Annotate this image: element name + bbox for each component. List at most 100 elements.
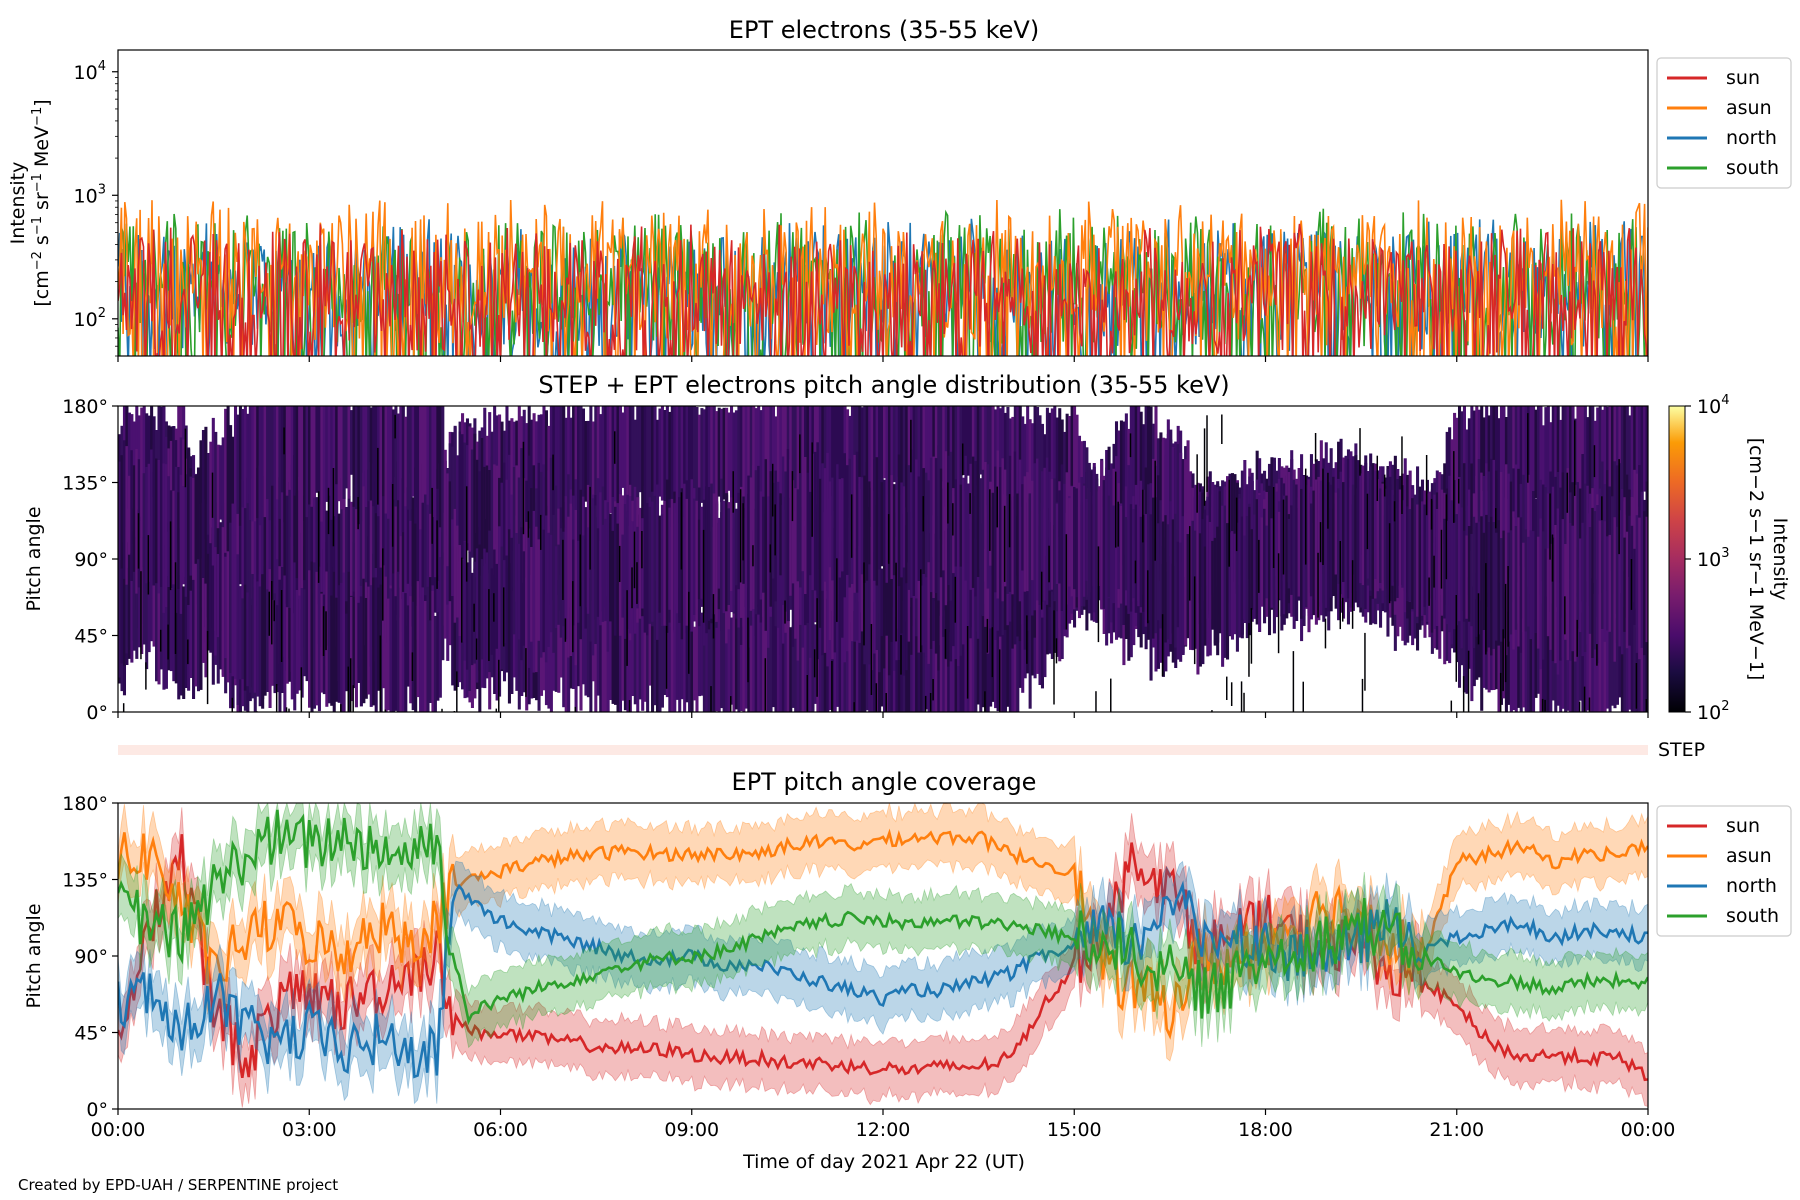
- pad-bin: [1425, 493, 1429, 622]
- pad-bin: [419, 597, 423, 712]
- pad-bin: [120, 560, 124, 664]
- pad-bin: [616, 583, 620, 712]
- pad-bin: [1156, 523, 1160, 621]
- pad-bin: [266, 589, 270, 692]
- pad-bin: [1480, 516, 1484, 659]
- pad-bin: [177, 406, 181, 528]
- pad-bin-dark: [357, 497, 359, 530]
- pad-bin: [478, 544, 482, 671]
- pad-bin: [806, 472, 810, 581]
- pad-bin: [1147, 504, 1151, 621]
- pad-bin: [475, 459, 479, 561]
- pad-bin: [1625, 617, 1629, 712]
- pad-bin: [1623, 497, 1627, 572]
- pad-bin: [1610, 406, 1615, 523]
- intensity-title: EPT electrons (35-55 keV): [729, 16, 1039, 44]
- pad-bin: [1075, 414, 1079, 545]
- pad-bin-dark: [379, 635, 382, 712]
- pad-bin: [579, 406, 583, 531]
- pad-bin: [241, 479, 245, 607]
- pad-bin: [238, 406, 242, 526]
- pad-bin: [537, 462, 541, 596]
- pad-bin: [705, 589, 709, 712]
- pad-bin: [490, 568, 494, 655]
- pad-bin: [885, 406, 889, 508]
- pad-bin: [1608, 534, 1612, 632]
- pad-bin: [293, 406, 297, 496]
- pad-bin: [939, 539, 943, 646]
- pad-bin: [389, 406, 393, 516]
- pad-bin: [1638, 627, 1642, 712]
- pad-bin: [577, 603, 581, 687]
- pad-bin-dark: [184, 428, 187, 488]
- pad-bin-dark: [836, 558, 838, 622]
- pad-bin: [1396, 479, 1400, 598]
- pad-bin: [799, 472, 803, 588]
- pad-bin: [658, 408, 662, 497]
- pad-bin: [300, 588, 304, 698]
- pad-bin: [1147, 406, 1151, 527]
- pad-bin: [823, 512, 827, 653]
- pad-bin: [744, 599, 748, 709]
- pad-bin: [801, 515, 805, 648]
- pad-bin: [394, 406, 398, 507]
- pad-bin-dark: [1618, 459, 1620, 555]
- pad-bin: [786, 597, 790, 712]
- pad-bin-dark: [1324, 618, 1327, 649]
- pad-bin: [596, 406, 600, 518]
- pad-bin: [184, 576, 188, 688]
- pad-bin: [1465, 535, 1469, 619]
- pad-bin: [892, 484, 896, 576]
- pad-bin: [275, 605, 280, 686]
- pad-bin-dark: [327, 487, 330, 535]
- pad-bin: [754, 470, 758, 615]
- pad-bin: [1615, 526, 1619, 643]
- pad-bin: [152, 472, 156, 586]
- pad-bin: [1075, 488, 1079, 598]
- pad-bin: [517, 406, 521, 544]
- pad-bin: [1077, 482, 1082, 606]
- pad-bin: [1502, 470, 1506, 585]
- pad-bin: [424, 601, 428, 712]
- pad-bin: [722, 407, 726, 500]
- pad-bin: [1021, 588, 1025, 693]
- pad-bin-dark: [1314, 433, 1317, 462]
- pad-bin: [920, 612, 924, 712]
- pad-bin-dark: [1359, 428, 1361, 476]
- pad-bin: [1351, 484, 1355, 575]
- pad-bin-dark: [900, 635, 902, 675]
- pad-bin: [961, 628, 966, 712]
- pad-bin: [932, 557, 936, 641]
- pad-bin: [1519, 596, 1523, 712]
- pad-bin: [1127, 490, 1131, 609]
- pad-bin: [184, 474, 188, 597]
- pad-bin: [1174, 441, 1178, 566]
- pad-bin: [1606, 610, 1610, 709]
- pad-bin: [201, 430, 205, 578]
- pad-bin: [994, 409, 998, 488]
- pad-bin: [1564, 544, 1568, 640]
- pad-bin-dark: [1134, 560, 1137, 584]
- pad-bin: [379, 532, 383, 632]
- pad-bin: [725, 493, 729, 612]
- pad-bin: [206, 553, 210, 651]
- pad-bin: [1181, 459, 1185, 563]
- pad-bin: [1514, 406, 1518, 518]
- pad-bin: [463, 541, 467, 661]
- pad-bin: [1465, 469, 1469, 601]
- pad-bin: [769, 612, 773, 712]
- pad-bin: [663, 611, 667, 695]
- pad-bin: [609, 613, 613, 700]
- pad-bin: [581, 535, 586, 627]
- pad-bin: [557, 406, 561, 518]
- pad-bin-dark: [589, 486, 591, 570]
- pad-bin: [187, 453, 191, 605]
- pad-bin: [762, 581, 766, 712]
- pad-bin: [382, 406, 386, 497]
- pad-bin: [1591, 406, 1595, 508]
- pad-bin: [315, 497, 319, 599]
- pad-bin: [1578, 614, 1582, 701]
- pad-bin: [737, 611, 741, 712]
- pad-bin: [1159, 500, 1163, 629]
